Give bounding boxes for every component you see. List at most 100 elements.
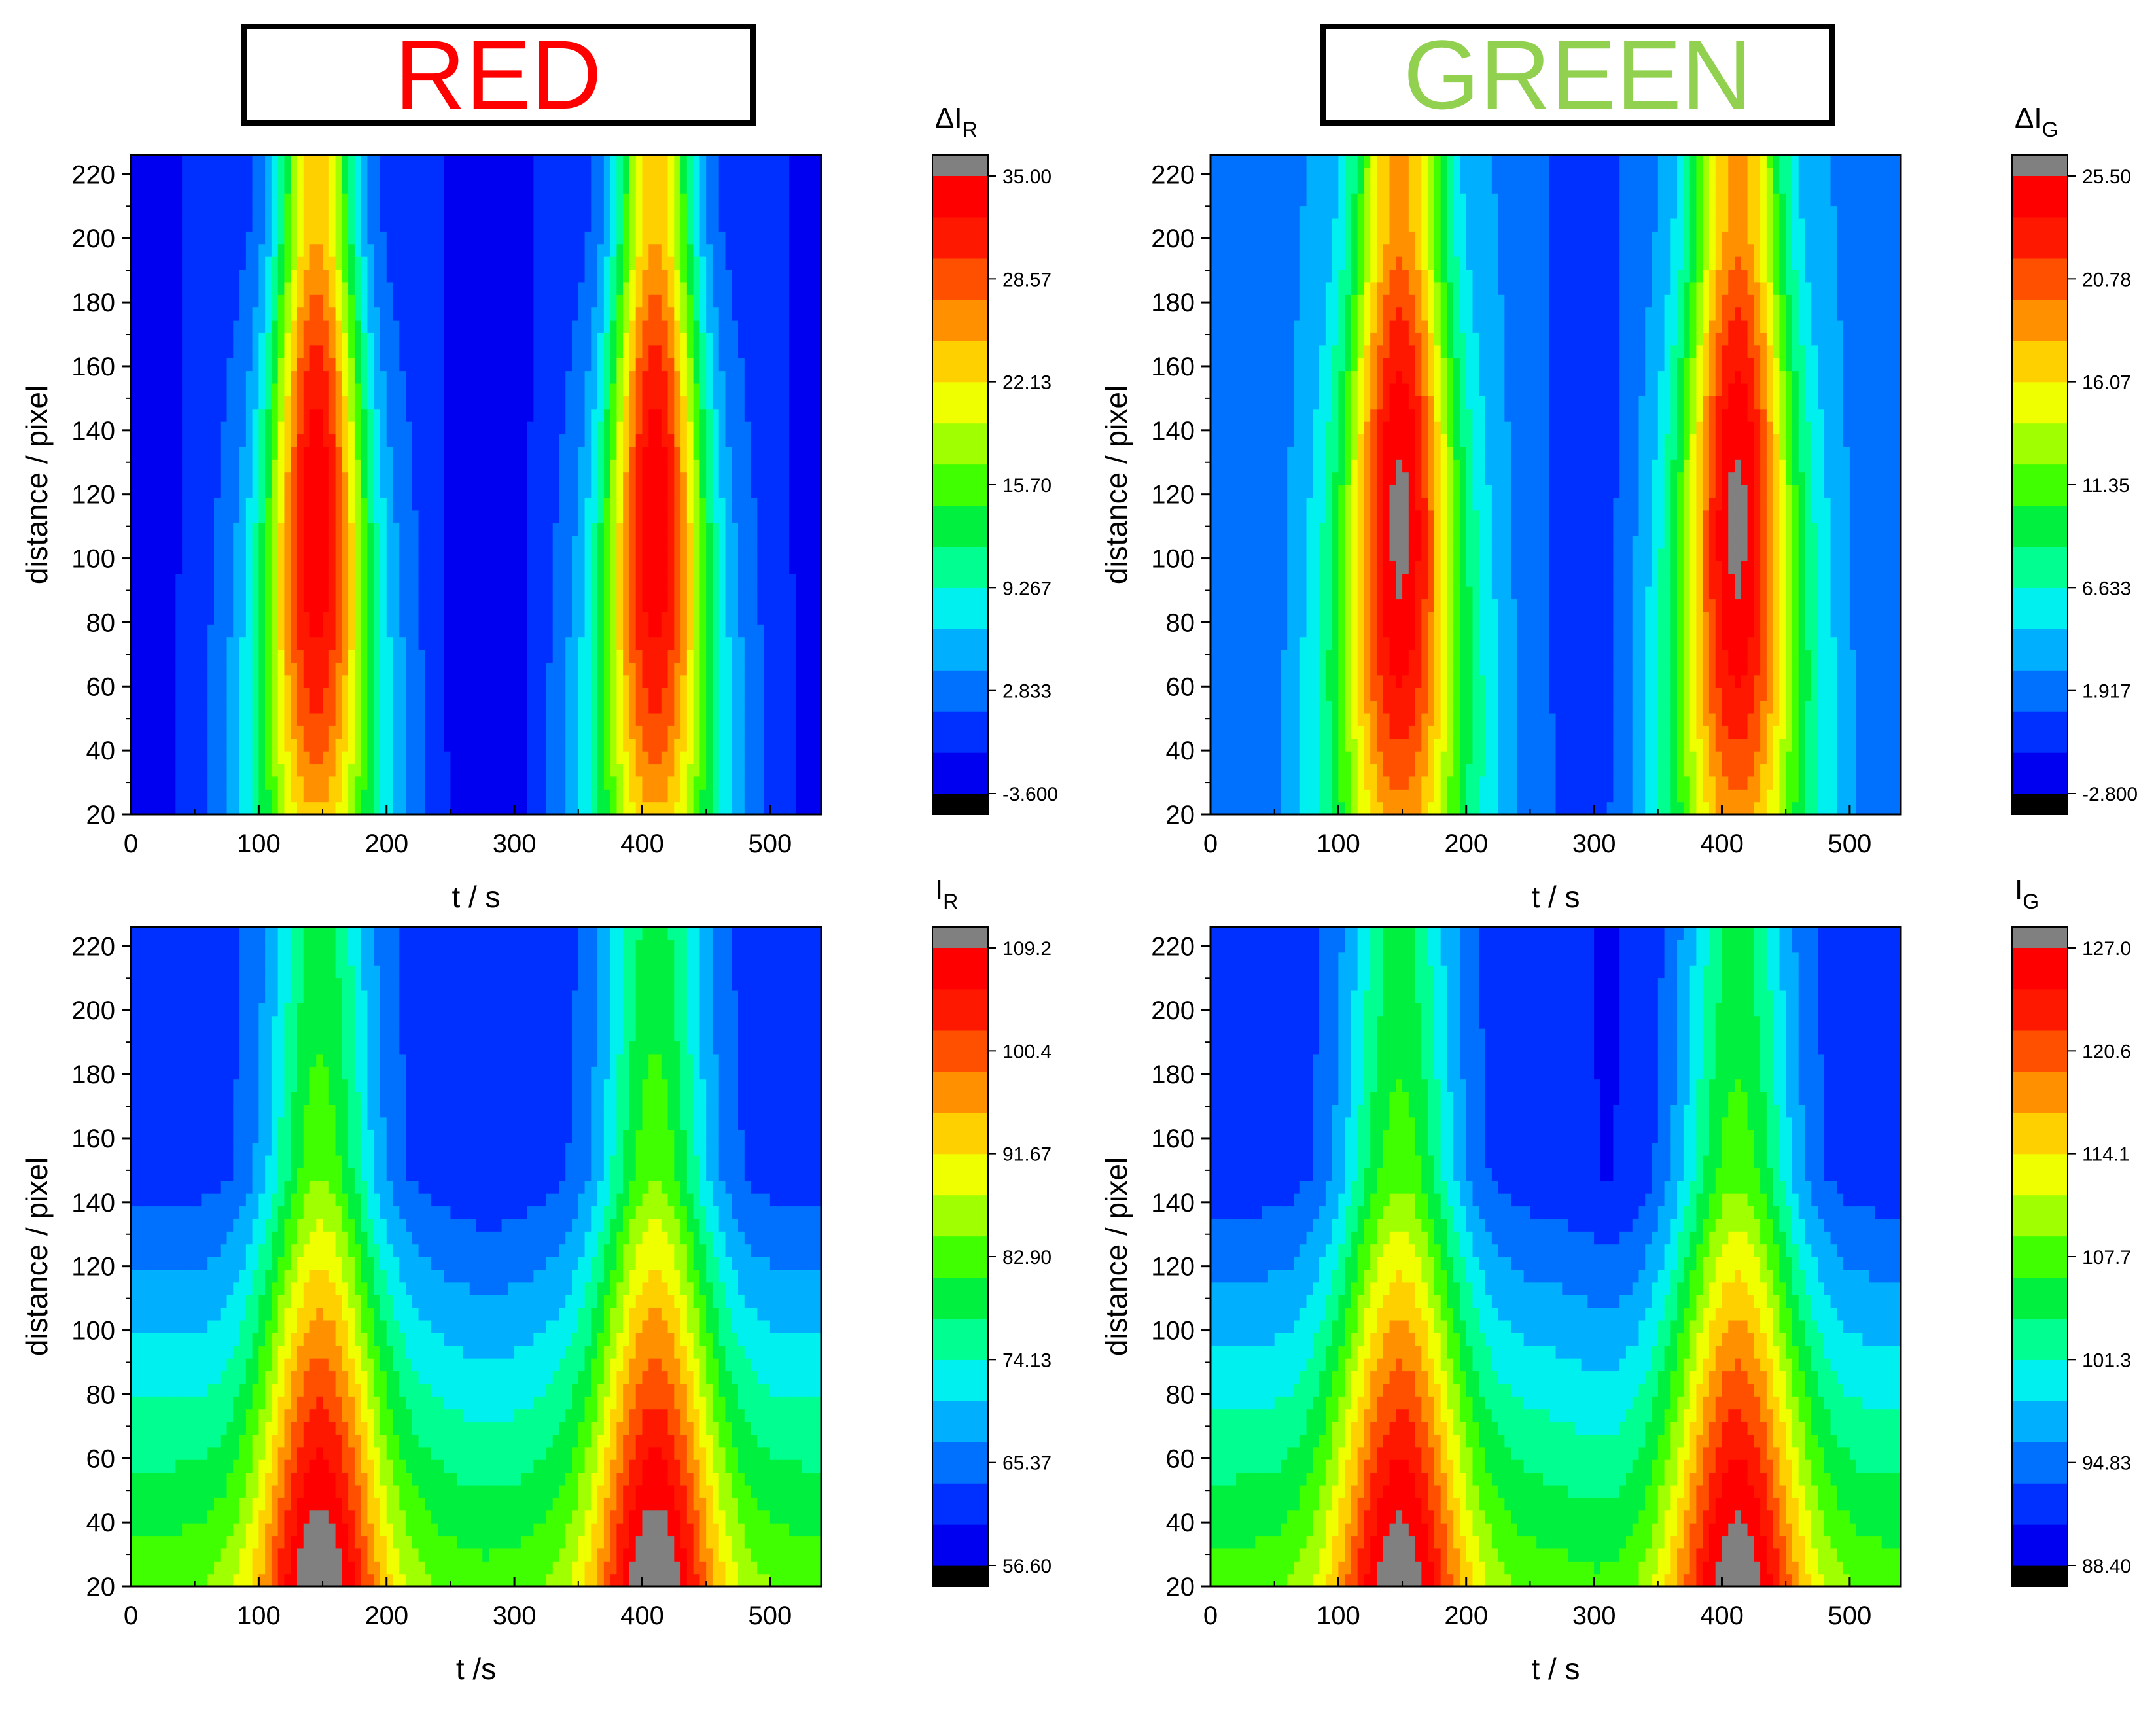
heatmap-cell — [399, 447, 406, 460]
heatmap-cell — [182, 662, 188, 675]
heatmap-cell — [329, 167, 336, 181]
heatmap-cell — [380, 751, 387, 764]
heatmap-cell — [258, 763, 265, 776]
heatmap-cell — [355, 586, 361, 599]
heatmap-cell — [361, 802, 368, 815]
heatmap-cell — [470, 167, 476, 181]
heatmap-cell — [316, 688, 323, 701]
heatmap-cell — [342, 536, 348, 549]
heatmap-cell — [336, 523, 342, 536]
heatmap-cell — [272, 776, 278, 790]
heatmap-cell — [425, 244, 431, 257]
heatmap-cell — [476, 725, 483, 739]
heatmap-cell — [380, 231, 387, 244]
heatmap-cell — [265, 256, 272, 270]
heatmap-cell — [265, 409, 272, 422]
heatmap-cell — [310, 497, 317, 510]
heatmap-cell — [406, 485, 412, 498]
heatmap-cell — [195, 193, 202, 206]
heatmap-cell — [214, 307, 221, 321]
heatmap-cell — [323, 713, 329, 726]
heatmap-cell — [412, 510, 419, 523]
heatmap-cell — [316, 294, 323, 307]
heatmap-cell — [278, 345, 285, 358]
heatmap-cell — [284, 536, 291, 549]
heatmap-cell — [406, 167, 412, 181]
heatmap-cell — [463, 409, 470, 422]
heatmap-cell — [393, 725, 400, 739]
heatmap-cell — [239, 751, 246, 764]
heatmap-cell — [278, 650, 285, 663]
heatmap-cell — [489, 624, 495, 637]
heatmap-cell — [214, 244, 221, 257]
heatmap-cell — [265, 155, 272, 168]
heatmap-cell — [227, 510, 234, 523]
heatmap-cell — [361, 497, 368, 510]
heatmap-cell — [175, 599, 182, 612]
heatmap-cell — [316, 701, 323, 714]
heatmap-cell — [367, 637, 374, 650]
heatmap-cell — [297, 701, 304, 714]
heatmap-cell — [221, 294, 227, 307]
heatmap-cell — [367, 802, 374, 815]
heatmap-cell — [137, 307, 144, 321]
heatmap-cell — [297, 662, 304, 675]
heatmap-cell — [367, 485, 374, 498]
heatmap-cell — [393, 561, 400, 574]
heatmap-cell — [169, 675, 176, 688]
heatmap-cell — [399, 269, 406, 282]
heatmap-cell — [482, 650, 489, 663]
heatmap-cell — [310, 599, 317, 612]
heatmap-cell — [137, 561, 144, 574]
heatmap-cell — [265, 561, 272, 574]
heatmap-cell — [239, 409, 246, 422]
heatmap-cell — [482, 218, 489, 232]
heatmap-cell — [412, 371, 419, 384]
heatmap-cell — [342, 662, 348, 675]
heatmap-cell — [227, 497, 234, 510]
heatmap-cell — [272, 497, 278, 510]
heatmap-cell — [482, 421, 489, 434]
heatmap-cell — [444, 244, 451, 257]
heatmap-cell — [476, 181, 483, 194]
heatmap-cell — [221, 751, 227, 764]
heatmap-cell — [348, 294, 355, 307]
heatmap-cell — [342, 586, 348, 599]
heatmap-cell — [342, 244, 348, 257]
heatmap-cell — [214, 485, 221, 498]
heatmap-cell — [227, 345, 234, 358]
heatmap-cell — [150, 725, 156, 739]
heatmap-cell — [291, 802, 297, 815]
heatmap-cell — [399, 751, 406, 764]
heatmap-cell — [291, 713, 297, 726]
heatmap-cell — [233, 244, 239, 257]
heatmap-cell — [188, 155, 195, 168]
heatmap-cell — [444, 586, 451, 599]
heatmap-cell — [182, 802, 188, 815]
heatmap-cell — [316, 561, 323, 574]
heatmap-cell — [201, 662, 207, 675]
heatmap-cell — [227, 256, 234, 270]
heatmap-cell — [258, 371, 265, 384]
heatmap-cell — [329, 307, 336, 321]
heatmap-cell — [419, 320, 425, 333]
heatmap-cell — [175, 485, 182, 498]
heatmap-cell — [278, 688, 285, 701]
heatmap-cell — [272, 396, 278, 409]
heatmap-cell — [419, 345, 425, 358]
heatmap-cell — [272, 231, 278, 244]
heatmap-cell — [201, 294, 207, 307]
heatmap-cell — [342, 675, 348, 688]
heatmap-cell — [221, 231, 227, 244]
heatmap-cell — [425, 218, 431, 232]
heatmap-cell — [323, 358, 329, 371]
heatmap-cell — [399, 586, 406, 599]
heatmap-cell — [476, 763, 483, 776]
heatmap-cell — [444, 206, 451, 219]
heatmap-cell — [156, 688, 163, 701]
heatmap-cell — [163, 637, 169, 650]
heatmap-cell — [195, 409, 202, 422]
heatmap-cell — [150, 739, 156, 752]
heatmap-cell — [272, 624, 278, 637]
heatmap-cell — [380, 599, 387, 612]
